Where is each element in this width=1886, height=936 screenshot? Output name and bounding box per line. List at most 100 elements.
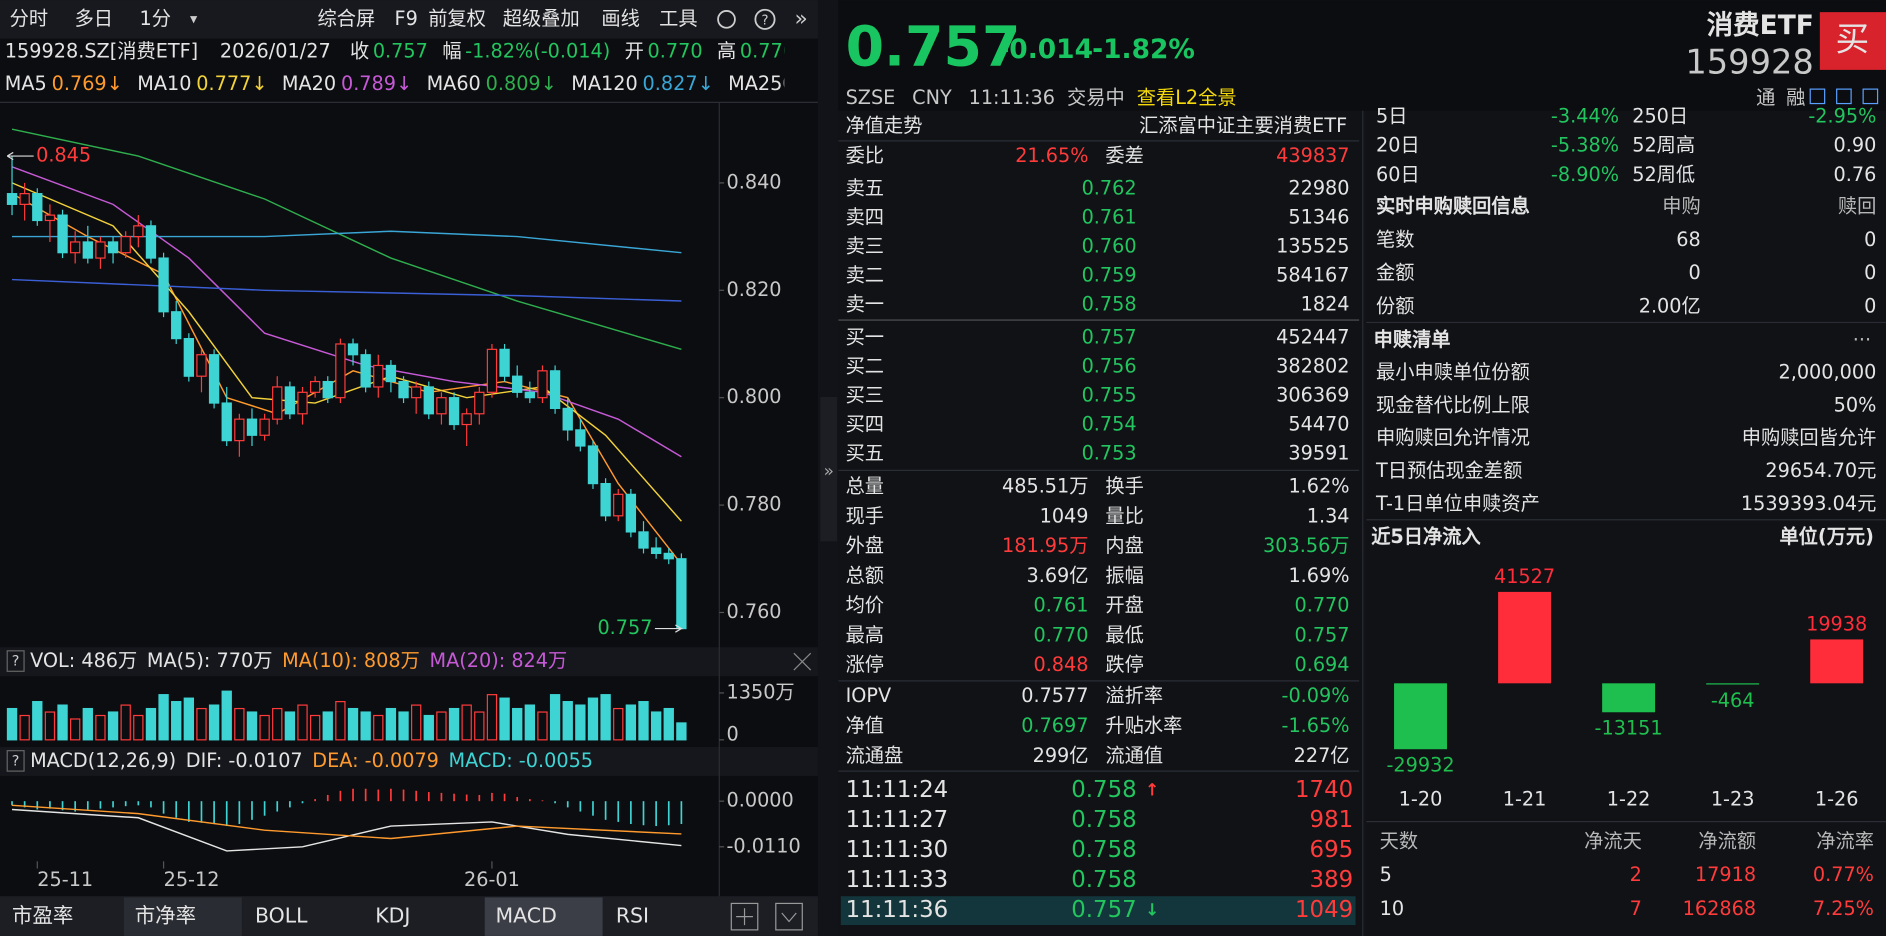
- volume-bar: [676, 722, 687, 741]
- x-tick-label: 25-11: [37, 868, 93, 891]
- toolbar-item[interactable]: 多日: [75, 7, 113, 30]
- cell: 净流额: [1698, 830, 1756, 853]
- nav-link[interactable]: 净值走势: [846, 114, 923, 137]
- candle-body: [461, 413, 472, 426]
- candle-body: [158, 257, 169, 313]
- tab[interactable]: [123, 897, 242, 936]
- close-icon[interactable]: [793, 652, 812, 671]
- cell: 涨停: [846, 653, 884, 676]
- volume-bar: [537, 711, 548, 741]
- cell: 最高: [846, 623, 884, 646]
- tab-label[interactable]: KDJ: [375, 904, 410, 928]
- cell: 0.848: [1033, 653, 1088, 676]
- label: 高: [717, 39, 736, 62]
- label: 0.770: [740, 39, 795, 62]
- volume-bar: [360, 711, 371, 741]
- icon[interactable]: [1862, 88, 1879, 105]
- tick-price: 0.758: [1071, 867, 1136, 893]
- toolbar-item[interactable]: 前复权: [428, 7, 486, 30]
- tab-label[interactable]: RSI: [616, 904, 649, 928]
- cell: 584167: [1276, 263, 1349, 286]
- candle-body: [486, 348, 498, 393]
- help-box[interactable]: [6, 750, 25, 772]
- cell: 0: [1864, 261, 1876, 284]
- help-icon[interactable]: [754, 8, 776, 30]
- tab-label[interactable]: MACD: [496, 904, 557, 928]
- volume-bar: [297, 704, 308, 741]
- toolbar-item[interactable]: F9: [395, 7, 418, 30]
- cell: 委比: [846, 144, 884, 167]
- x-tick-label: 1-20: [1399, 787, 1443, 810]
- settings-icon[interactable]: [717, 10, 736, 29]
- toolbar-item[interactable]: 1分: [140, 7, 171, 30]
- cell: 0.762: [1082, 176, 1137, 199]
- more-icon[interactable]: »: [794, 6, 807, 31]
- add-tab-icon[interactable]: [736, 908, 753, 926]
- cell: 162868: [1683, 897, 1756, 920]
- cell: 现手: [846, 504, 884, 527]
- more[interactable]: ···: [1853, 328, 1871, 351]
- bar: [1706, 683, 1760, 685]
- tab-label[interactable]: 市盈率: [12, 904, 73, 928]
- macd-line: [11, 804, 682, 840]
- cell: 0.761: [1082, 205, 1137, 228]
- candle-body: [6, 193, 18, 205]
- tab-label[interactable]: BOLL: [255, 904, 308, 928]
- tab-label[interactable]: 市净率: [135, 904, 196, 928]
- volume-bar: [272, 707, 283, 741]
- cell: 申购赎回皆允许: [1742, 426, 1877, 449]
- collapse-icon[interactable]: »: [824, 461, 834, 481]
- tab-menu[interactable]: [775, 902, 803, 931]
- cell: 7: [1630, 897, 1642, 920]
- help-mark[interactable]: ?: [12, 654, 20, 670]
- tab-menu-icon[interactable]: [781, 912, 797, 923]
- toolbar-item[interactable]: 超级叠加: [503, 7, 580, 30]
- toolbar-item[interactable]: 分时: [10, 7, 48, 30]
- volume-bar: [562, 701, 573, 741]
- collapse-handle[interactable]: [820, 397, 838, 542]
- dropdown-icon[interactable]: ▾: [190, 11, 198, 27]
- quote-header-bg: [838, 0, 1886, 111]
- toolbar-item[interactable]: 工具: [659, 7, 697, 30]
- volume-bar: [335, 701, 346, 741]
- cell: 卖三: [846, 234, 884, 257]
- cell: 68: [1676, 228, 1700, 251]
- candle-body: [537, 370, 548, 399]
- buy-button[interactable]: 买: [1835, 20, 1869, 59]
- tab[interactable]: [484, 897, 603, 936]
- toolbar-item[interactable]: 画线: [601, 7, 639, 30]
- cell: 22980: [1288, 176, 1349, 199]
- tab[interactable]: [364, 897, 483, 936]
- label: MA250: [728, 72, 794, 95]
- help-box[interactable]: [6, 650, 25, 672]
- volume-bar: [486, 694, 498, 741]
- cell: T日预估现金差额: [1375, 459, 1522, 482]
- cell: 量比: [1105, 504, 1143, 527]
- help-icon-mark[interactable]: ?: [761, 14, 768, 29]
- tab[interactable]: [244, 897, 363, 936]
- y-tick-label: 0: [726, 723, 738, 746]
- annotation-arrow: [6, 151, 34, 161]
- icon[interactable]: [1809, 88, 1826, 105]
- candle-body: [347, 343, 359, 356]
- cell: -2.95%: [1808, 104, 1876, 127]
- quote-icons[interactable]: [1809, 88, 1879, 105]
- add-tab[interactable]: [730, 902, 759, 931]
- tab[interactable]: [605, 897, 723, 936]
- volume-bar: [638, 701, 649, 741]
- icon[interactable]: [1836, 88, 1852, 105]
- toolbar-item[interactable]: 综合屏: [318, 7, 376, 30]
- toolbar-icons[interactable]: [717, 8, 776, 30]
- cell: 1.62%: [1288, 475, 1349, 498]
- candle-body: [335, 343, 346, 399]
- buy-button-bg[interactable]: [1819, 12, 1886, 70]
- cell: 买四: [846, 413, 884, 436]
- help-mark[interactable]: ?: [12, 753, 20, 769]
- candle-body: [196, 354, 207, 377]
- cell: 54470: [1288, 413, 1349, 436]
- cell: -1.65%: [1282, 714, 1350, 737]
- cell: 外盘: [846, 534, 884, 557]
- volume-bar: [234, 707, 245, 741]
- label: CNY: [912, 86, 952, 109]
- tab[interactable]: [1, 897, 120, 936]
